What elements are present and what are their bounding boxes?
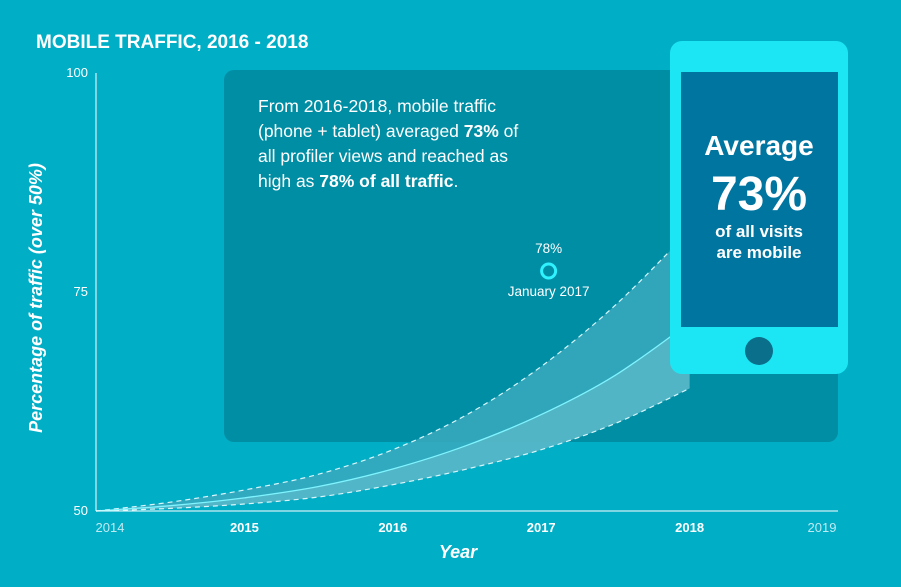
- x-tick-label: 2016: [378, 520, 407, 535]
- callout-segment: all profiler views and reached as: [258, 146, 508, 166]
- band-inner: [96, 322, 690, 511]
- phone-text-visits: of all visits: [715, 222, 803, 241]
- highlight-point-group: 78% January 2017: [508, 241, 590, 299]
- callout-text: From 2016-2018, mobile traffic (phone + …: [258, 96, 523, 191]
- callout-segment: From 2016-2018, mobile traffic: [258, 96, 496, 116]
- y-tick-labels: 50 75 100: [66, 65, 88, 518]
- x-tick-label: 2019: [808, 520, 837, 535]
- phone-illustration: Average 73% of all visits are mobile: [670, 41, 848, 374]
- callout-segment: (phone + tablet) averaged: [258, 121, 464, 141]
- x-tick-label: 2017: [527, 520, 556, 535]
- phone-text-mobile: are mobile: [716, 243, 801, 262]
- x-tick-labels: 2014 2015 2016 2017 2018 2019: [96, 520, 837, 535]
- series-center-line: [95, 322, 690, 512]
- phone-home-button: [745, 337, 773, 365]
- callout-line-3: all profiler views and reached as: [258, 146, 508, 166]
- series-lower-line: [95, 387, 690, 512]
- callout-line-4: high as 78% of all traffic.: [258, 171, 458, 191]
- highlight-marker: [540, 262, 558, 280]
- callout-line-1: From 2016-2018, mobile traffic: [258, 96, 496, 116]
- x-tick-label: 2015: [230, 520, 259, 535]
- phone-screen: [681, 72, 838, 327]
- callout-segment: 78% of all traffic: [319, 171, 453, 191]
- y-axis-title: Percentage of traffic (over 50%): [26, 163, 46, 433]
- highlight-value-label: 78%: [535, 241, 562, 256]
- traffic-bands: [95, 230, 691, 512]
- phone-text-average: Average: [704, 130, 813, 161]
- phone-text-percent: 73%: [711, 168, 807, 221]
- highlight-date-label: January 2017: [508, 284, 590, 299]
- callout-line-2: (phone + tablet) averaged 73% of: [258, 121, 518, 141]
- series-upper-line: [95, 230, 691, 512]
- callout-segment: 73%: [464, 121, 499, 141]
- y-tick-label: 50: [74, 503, 88, 518]
- y-tick-label: 75: [74, 284, 88, 299]
- callout-segment: high as: [258, 171, 319, 191]
- callout-segment: of: [499, 121, 519, 141]
- x-axis-title: Year: [439, 542, 478, 562]
- y-tick-label: 100: [66, 65, 88, 80]
- x-tick-label: 2018: [675, 520, 704, 535]
- x-tick-label: 2014: [96, 520, 125, 535]
- chart-title: MOBILE TRAFFIC, 2016 - 2018: [36, 32, 308, 53]
- callout-segment: .: [454, 171, 459, 191]
